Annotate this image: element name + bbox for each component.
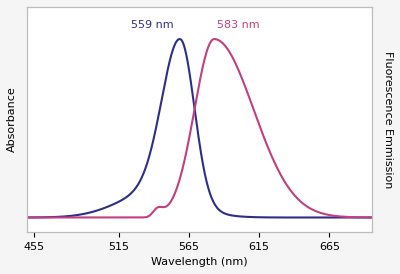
X-axis label: Wavelength (nm): Wavelength (nm) bbox=[151, 257, 248, 267]
Text: 583 nm: 583 nm bbox=[217, 20, 260, 30]
Text: 559 nm: 559 nm bbox=[131, 20, 174, 30]
Y-axis label: Fluorescence Emmission: Fluorescence Emmission bbox=[383, 51, 393, 188]
Y-axis label: Absorbance: Absorbance bbox=[7, 87, 17, 152]
